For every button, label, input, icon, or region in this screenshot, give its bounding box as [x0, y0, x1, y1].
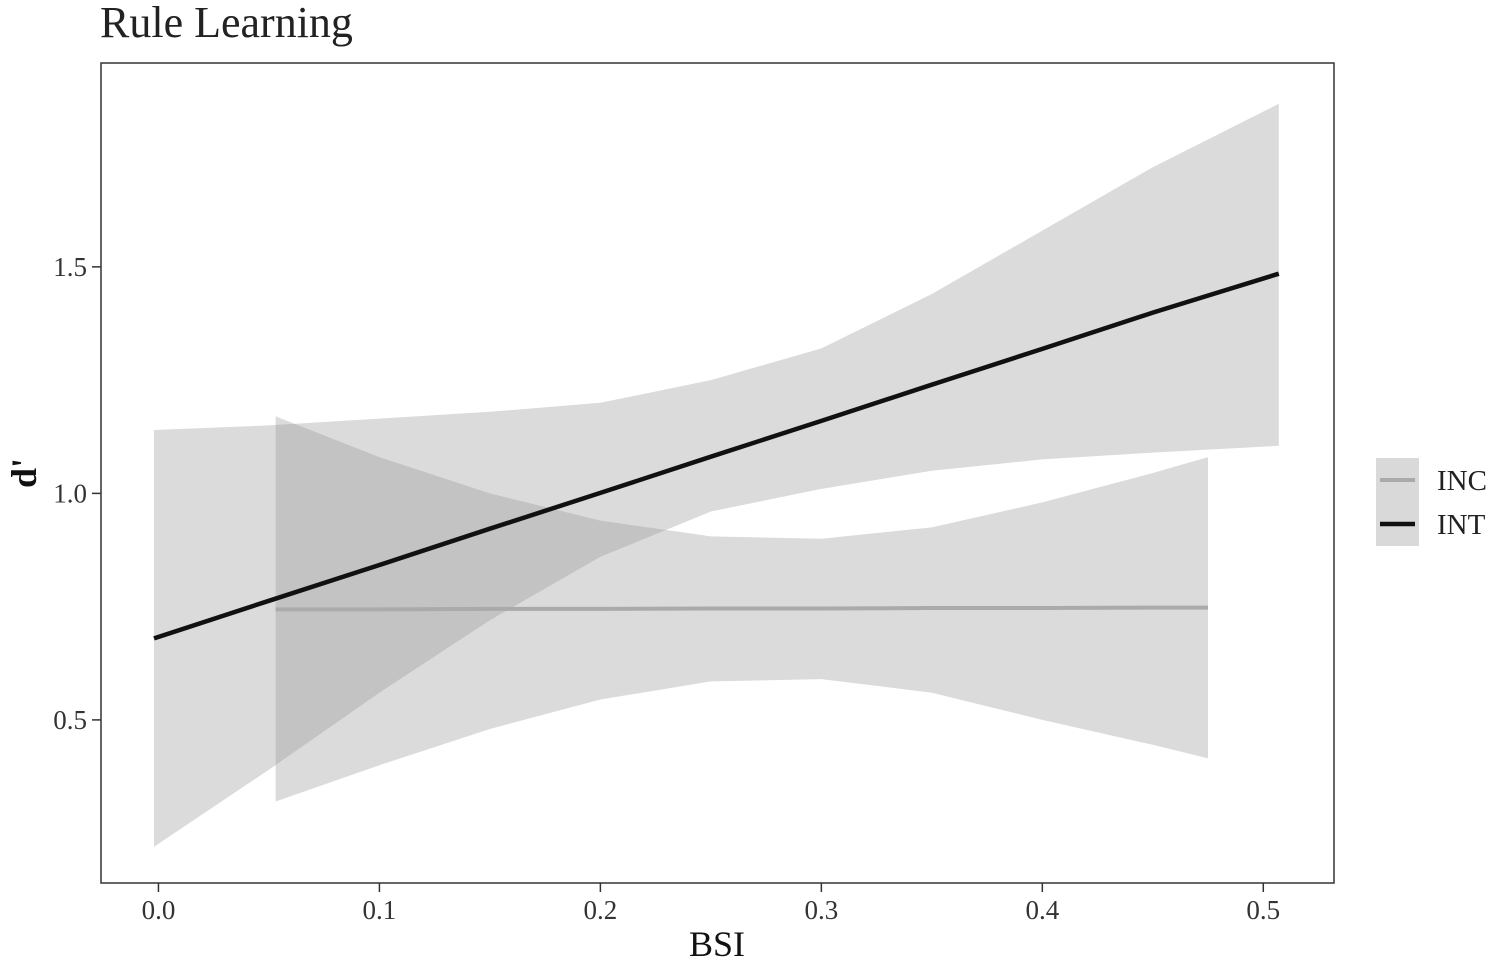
- x-tick-label: 0.1: [363, 895, 397, 925]
- x-tick-label: 0.0: [142, 895, 176, 925]
- confidence-bands: [154, 103, 1279, 847]
- x-tick-label: 0.2: [584, 895, 618, 925]
- plot-border: [100, 62, 1335, 884]
- y-tick-label: 1.0: [53, 478, 87, 508]
- y-axis-ticks: 0.5 1.0 1.5: [53, 252, 101, 735]
- x-axis-label: BSI: [689, 924, 745, 964]
- band-int: [154, 103, 1279, 847]
- legend-label-inc: INC: [1437, 465, 1487, 497]
- x-tick-label: 0.4: [1025, 895, 1059, 925]
- chart-title: Rule Learning: [100, 0, 353, 47]
- legend-label-int: INT: [1437, 509, 1486, 541]
- legend: INC INT: [1376, 458, 1487, 546]
- x-axis-ticks: 0.0 0.1 0.2 0.3 0.4 0.5: [142, 883, 1280, 925]
- y-tick-label: 1.5: [53, 252, 87, 282]
- x-tick-label: 0.3: [804, 895, 838, 925]
- line-inc: [275, 605, 1208, 612]
- line-int: [153, 271, 1280, 641]
- y-axis-label: d': [4, 458, 44, 488]
- y-tick-label: 0.5: [53, 705, 87, 735]
- x-tick-label: 0.5: [1246, 895, 1280, 925]
- fit-lines: [153, 271, 1280, 641]
